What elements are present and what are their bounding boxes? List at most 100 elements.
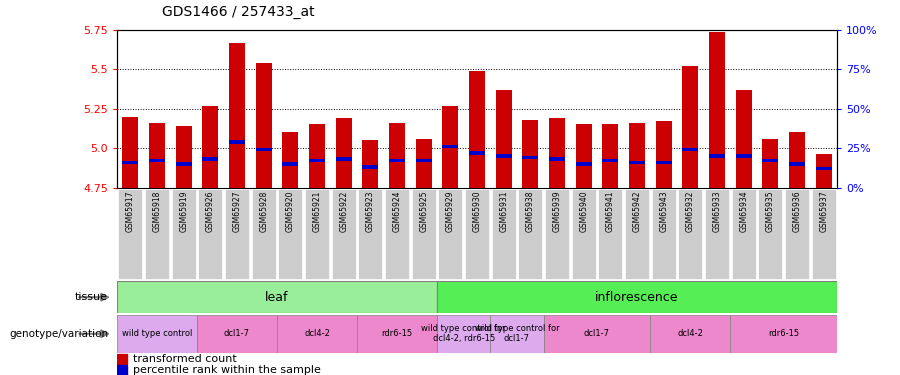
FancyBboxPatch shape xyxy=(465,189,489,279)
FancyBboxPatch shape xyxy=(197,315,277,352)
Text: GSM65943: GSM65943 xyxy=(659,190,668,232)
FancyBboxPatch shape xyxy=(358,189,382,279)
Text: GSM65923: GSM65923 xyxy=(365,190,374,232)
Bar xyxy=(149,159,165,162)
FancyBboxPatch shape xyxy=(332,189,356,279)
Text: GSM65924: GSM65924 xyxy=(392,190,401,232)
FancyBboxPatch shape xyxy=(225,189,249,279)
FancyBboxPatch shape xyxy=(491,315,544,352)
Text: GSM65940: GSM65940 xyxy=(580,190,589,232)
Bar xyxy=(682,148,698,152)
Bar xyxy=(709,154,725,158)
FancyBboxPatch shape xyxy=(438,189,463,279)
Bar xyxy=(762,159,778,162)
FancyBboxPatch shape xyxy=(732,189,756,279)
Bar xyxy=(122,160,139,164)
Text: wild type control for
dcl1-7: wild type control for dcl1-7 xyxy=(474,324,559,343)
Text: genotype/variation: genotype/variation xyxy=(9,329,108,339)
Bar xyxy=(363,140,378,188)
FancyBboxPatch shape xyxy=(625,189,649,279)
Bar xyxy=(336,158,352,161)
FancyBboxPatch shape xyxy=(118,189,142,279)
Text: transformed count: transformed count xyxy=(133,354,237,364)
Bar xyxy=(496,90,512,188)
Text: GSM65929: GSM65929 xyxy=(446,190,454,232)
FancyBboxPatch shape xyxy=(545,189,569,279)
Text: GDS1466 / 257433_at: GDS1466 / 257433_at xyxy=(162,5,315,19)
FancyBboxPatch shape xyxy=(117,281,437,313)
FancyBboxPatch shape xyxy=(277,315,357,352)
FancyBboxPatch shape xyxy=(705,189,729,279)
FancyBboxPatch shape xyxy=(385,189,409,279)
FancyBboxPatch shape xyxy=(730,315,837,352)
FancyBboxPatch shape xyxy=(598,189,622,279)
Text: GSM65935: GSM65935 xyxy=(766,190,775,232)
Text: GSM65919: GSM65919 xyxy=(179,190,188,232)
FancyBboxPatch shape xyxy=(679,189,702,279)
Bar xyxy=(815,154,832,188)
Text: GSM65925: GSM65925 xyxy=(419,190,428,232)
Text: GSM65926: GSM65926 xyxy=(206,190,215,232)
Bar xyxy=(656,122,671,188)
FancyBboxPatch shape xyxy=(278,189,302,279)
Text: dcl4-2: dcl4-2 xyxy=(304,329,330,338)
Text: tissue: tissue xyxy=(75,292,108,302)
FancyBboxPatch shape xyxy=(572,189,596,279)
Bar xyxy=(256,63,272,188)
FancyBboxPatch shape xyxy=(145,189,169,279)
Text: GSM65928: GSM65928 xyxy=(259,190,268,232)
Bar xyxy=(656,160,671,164)
FancyBboxPatch shape xyxy=(812,189,836,279)
Bar xyxy=(176,162,192,166)
Text: GSM65931: GSM65931 xyxy=(500,190,508,232)
Text: GSM65936: GSM65936 xyxy=(793,190,802,232)
FancyBboxPatch shape xyxy=(785,189,809,279)
Text: dcl1-7: dcl1-7 xyxy=(584,329,610,338)
Text: GSM65930: GSM65930 xyxy=(472,190,482,232)
Bar xyxy=(735,90,752,188)
Bar xyxy=(815,167,832,170)
Bar xyxy=(602,124,618,188)
Bar xyxy=(496,154,512,158)
Bar xyxy=(283,132,298,188)
FancyBboxPatch shape xyxy=(172,189,195,279)
Bar xyxy=(469,151,485,154)
Text: GSM65927: GSM65927 xyxy=(232,190,241,232)
Bar xyxy=(549,118,565,188)
Text: wild type control for
dcl4-2, rdr6-15: wild type control for dcl4-2, rdr6-15 xyxy=(421,324,506,343)
FancyBboxPatch shape xyxy=(544,315,651,352)
FancyBboxPatch shape xyxy=(518,189,543,279)
Bar xyxy=(389,159,405,162)
Text: GSM65920: GSM65920 xyxy=(286,190,295,232)
Text: GSM65918: GSM65918 xyxy=(152,190,161,232)
Text: GSM65939: GSM65939 xyxy=(553,190,562,232)
Text: GSM65922: GSM65922 xyxy=(339,190,348,232)
Text: GSM65937: GSM65937 xyxy=(819,190,828,232)
Bar xyxy=(709,32,725,188)
Text: GSM65941: GSM65941 xyxy=(606,190,615,232)
Bar xyxy=(389,123,405,188)
Text: GSM65933: GSM65933 xyxy=(713,190,722,232)
Bar xyxy=(469,71,485,188)
FancyBboxPatch shape xyxy=(651,315,730,352)
Bar xyxy=(629,123,645,188)
Bar xyxy=(229,43,245,188)
Bar xyxy=(789,132,805,188)
Text: dcl1-7: dcl1-7 xyxy=(224,329,250,338)
Bar xyxy=(309,159,325,162)
Bar xyxy=(762,139,778,188)
Bar xyxy=(176,126,192,188)
Bar xyxy=(122,117,139,188)
Text: rdr6-15: rdr6-15 xyxy=(768,329,799,338)
Text: leaf: leaf xyxy=(266,291,289,304)
Bar xyxy=(117,365,127,375)
Text: percentile rank within the sample: percentile rank within the sample xyxy=(133,365,320,375)
Bar xyxy=(735,154,752,158)
Bar xyxy=(149,123,165,188)
FancyBboxPatch shape xyxy=(491,189,516,279)
Bar xyxy=(522,156,538,159)
Text: GSM65934: GSM65934 xyxy=(739,190,748,232)
Bar xyxy=(117,354,127,364)
FancyBboxPatch shape xyxy=(437,315,490,352)
FancyBboxPatch shape xyxy=(437,281,837,313)
